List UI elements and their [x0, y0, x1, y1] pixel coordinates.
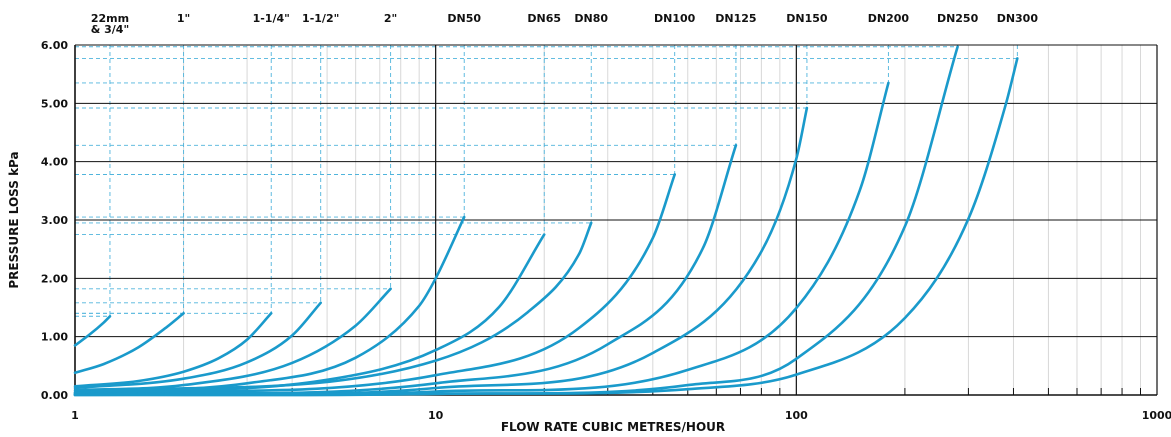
pipe-size-label: DN100 [654, 12, 696, 25]
pipe-size-label-line: DN100 [654, 12, 696, 25]
curve-11 [73, 81, 890, 396]
pipe-size-label-line: 1" [177, 12, 190, 25]
curve-1 [73, 312, 185, 375]
y-tick-label: 5.00 [41, 97, 68, 110]
pipe-size-label: 1" [177, 12, 190, 25]
pipe-size-label-line: DN80 [574, 12, 608, 25]
pipe-size-label-line: & 3/4" [91, 23, 129, 36]
pipe-size-label-line: 2" [384, 12, 397, 25]
y-tick-label: 0.00 [41, 389, 68, 402]
pipe-size-label-line: DN250 [937, 12, 979, 25]
pipe-size-label: 1-1/2" [302, 12, 339, 25]
x-tick-labels: 1 10 100 1000 [71, 409, 1171, 422]
curve-9 [73, 144, 738, 396]
pipe-size-label-line: 1-1/4" [253, 12, 290, 25]
curve-0 [73, 315, 112, 347]
x-tick-label: 1 [71, 409, 79, 422]
pipe-size-label-line: DN150 [786, 12, 828, 25]
x-tick-label: 100 [785, 409, 808, 422]
pipe-size-label-line: DN125 [715, 12, 756, 25]
y-tick-label: 2.00 [41, 272, 68, 285]
curve-8 [73, 173, 676, 396]
y-tick-label: 4.00 [41, 156, 68, 169]
curve-4 [73, 287, 392, 392]
pipe-size-label-line: DN300 [997, 12, 1039, 25]
y-tick-label: 6.00 [41, 39, 68, 52]
pipe-size-label: DN250 [937, 12, 979, 25]
pipe-size-label: DN125 [715, 12, 756, 25]
curve-7 [73, 221, 593, 395]
y-tick-label: 3.00 [41, 214, 68, 227]
pipe-size-label-line: 1-1/2" [302, 12, 339, 25]
pipe-size-label: DN65 [527, 12, 561, 25]
major-grid [74, 44, 1158, 396]
curve-12 [73, 45, 959, 397]
y-tick-label: 1.00 [41, 331, 68, 344]
pipe-size-label-line: DN200 [868, 12, 910, 25]
pipe-size-label-line: DN50 [447, 12, 481, 25]
pipe-size-label: 2" [384, 12, 397, 25]
pipe-size-label: DN50 [447, 12, 481, 25]
x-tick-label: 1000 [1142, 409, 1171, 422]
curve-13 [73, 57, 1019, 397]
pipe-size-label-line: DN65 [527, 12, 561, 25]
curve-5 [73, 215, 466, 394]
pipe-size-label: DN80 [574, 12, 608, 25]
pipe-size-label: DN200 [868, 12, 910, 25]
pipe-size-label: 1-1/4" [253, 12, 290, 25]
dashed-guide-lines [75, 45, 1018, 317]
y-tick-labels: 0.00 1.00 2.00 3.00 4.00 5.00 6.00 [41, 39, 68, 402]
pipe-size-label-line: 22mm [91, 12, 129, 25]
curve-6 [73, 233, 546, 394]
y-axis-title: PRESSURE LOSS kPa [7, 151, 21, 288]
pipe-size-label: DN300 [997, 12, 1039, 25]
curve-3 [73, 301, 322, 390]
curve-10 [73, 106, 809, 396]
x-axis-title: FLOW RATE CUBIC METRES/HOUR [501, 420, 725, 434]
pipe-size-label: 22mm & 3/4" [91, 12, 129, 36]
pipe-size-curves [73, 45, 1019, 397]
x-tick-label: 10 [428, 409, 444, 422]
pipe-size-label: DN150 [786, 12, 828, 25]
pipe-size-labels: 22mm & 3/4" 1" 1-1/4" 1-1/2" 2" DN50 DN65 DN80 DN… [91, 12, 1039, 36]
curve-2 [73, 312, 273, 388]
